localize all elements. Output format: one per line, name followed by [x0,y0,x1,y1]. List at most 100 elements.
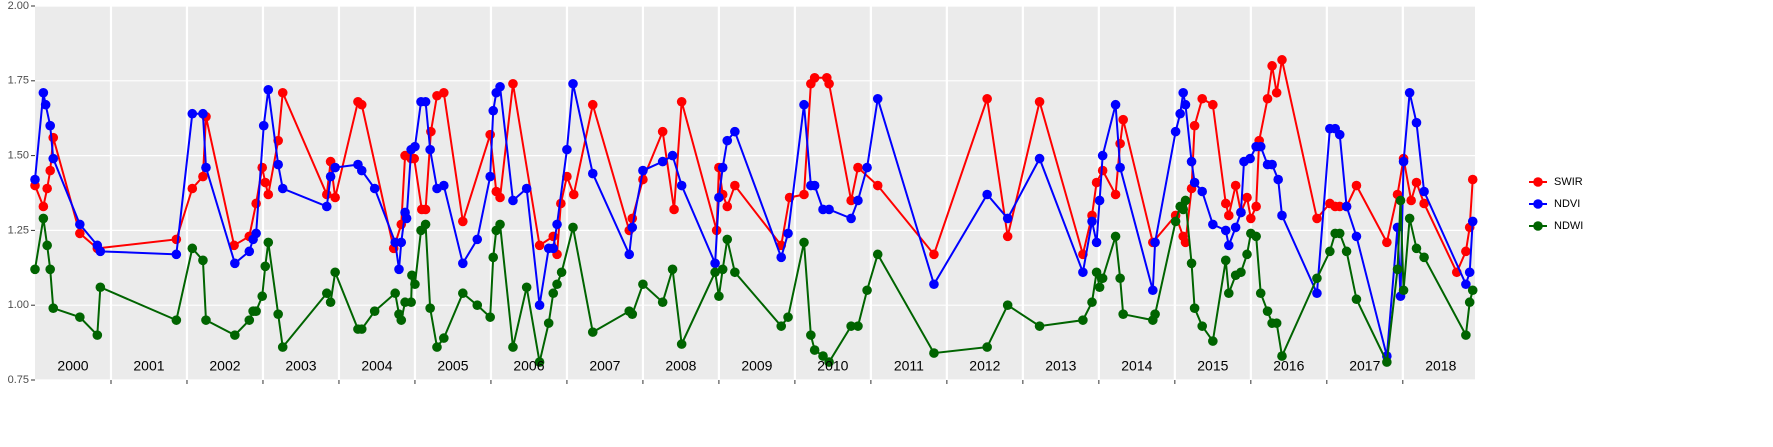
point [534,300,545,311]
point [95,246,106,257]
point [846,195,856,206]
point [356,324,367,334]
point [1461,246,1471,257]
point [187,243,198,254]
point [534,357,545,367]
point [198,171,208,182]
point [667,150,678,161]
point [1220,255,1231,266]
point [853,162,863,173]
point [1150,237,1160,248]
year-label: 2011 [894,358,924,374]
point [1087,297,1097,308]
point [1467,216,1478,227]
point [485,129,495,140]
point [38,213,49,224]
point [458,216,468,227]
point [809,180,820,191]
point [1464,267,1475,278]
point [277,183,288,194]
point [1351,294,1362,305]
point [1110,231,1121,242]
point [929,348,939,358]
point [1034,321,1045,331]
point [1251,231,1261,242]
year-label: 2006 [513,358,544,374]
point [406,297,416,308]
point [1419,186,1429,197]
point [257,291,268,302]
point [1150,309,1160,319]
point [846,321,856,331]
point [717,264,728,275]
point [263,84,274,95]
point [488,105,499,116]
point [230,330,240,340]
point [425,303,435,313]
legend-key-point [1533,221,1543,231]
point [369,306,380,316]
point [638,165,648,176]
point [369,183,380,194]
point [1115,162,1125,173]
year-label: 2010 [817,358,848,374]
point [1189,120,1200,131]
point [409,153,419,164]
point [587,327,598,337]
point [862,285,872,296]
point [1189,303,1200,313]
point [495,219,505,230]
point [1245,153,1255,164]
point [552,279,562,290]
point [1467,285,1478,296]
point [667,264,678,275]
point [1312,213,1322,224]
point [187,183,198,194]
point [201,315,211,325]
point [714,291,724,302]
point [325,171,336,182]
point [587,168,598,179]
point [273,309,283,319]
point [1223,240,1234,251]
point [277,342,288,352]
point [356,99,367,110]
point [1464,297,1475,308]
point [1091,177,1102,188]
point [1406,195,1416,206]
year-label: 2015 [1197,358,1228,374]
point [201,162,211,173]
point [534,240,545,251]
point [824,357,834,367]
point [1419,198,1429,209]
y-tick-label: 1.50 [8,150,29,162]
point [730,126,740,137]
point [783,228,793,239]
point [488,252,499,263]
point [1087,216,1097,227]
year-label: 2017 [1349,358,1380,374]
point [862,162,872,173]
point [627,309,638,319]
point [273,159,283,170]
point [171,249,182,260]
point [676,339,687,349]
point [410,141,420,152]
point [1118,114,1128,125]
point [251,198,261,209]
year-label: 2000 [57,358,88,374]
point [40,99,51,110]
point [472,234,483,245]
point [776,321,787,331]
point [48,132,59,143]
point [1325,246,1335,257]
point [45,165,55,176]
point [929,279,939,290]
year-label: 2007 [589,358,620,374]
point [1034,153,1045,164]
year-label: 2003 [285,358,316,374]
point [568,78,578,89]
point [45,120,55,131]
point [1178,87,1189,98]
point [1002,213,1013,224]
